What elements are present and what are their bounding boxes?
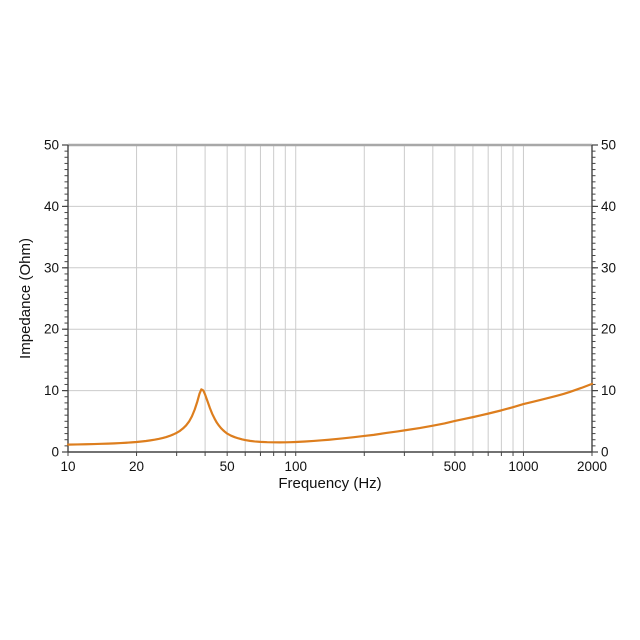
x-tick-label: 100 [284, 459, 307, 474]
y-tick-label-right: 10 [601, 383, 616, 398]
y-tick-label-right: 50 [601, 138, 616, 153]
y-tick-label-right: 40 [601, 199, 616, 214]
gridlines [68, 145, 592, 452]
y-tick-label-left: 40 [44, 199, 59, 214]
y-tick-label-left: 20 [44, 322, 59, 337]
x-axis-label: Frequency (Hz) [278, 475, 381, 492]
y-tick-label-right: 0 [601, 445, 609, 460]
impedance-curve [66, 382, 594, 446]
x-tick-label: 20 [129, 459, 144, 474]
y-tick-label-left: 30 [44, 260, 59, 275]
x-tick-label: 2000 [577, 459, 607, 474]
x-tick-label: 1000 [508, 459, 538, 474]
x-tick-label: 50 [220, 459, 235, 474]
y-axis-label: Impedance (Ohm) [17, 238, 34, 359]
x-tick-label: 10 [60, 459, 75, 474]
y-tick-label-left: 0 [51, 445, 59, 460]
y-tick-label-left: 50 [44, 138, 59, 153]
x-tick-label: 500 [444, 459, 467, 474]
axis-ticks [62, 144, 598, 456]
y-tick-label-right: 20 [601, 322, 616, 337]
y-tick-label-left: 10 [44, 383, 59, 398]
y-tick-label-right: 30 [601, 260, 616, 275]
